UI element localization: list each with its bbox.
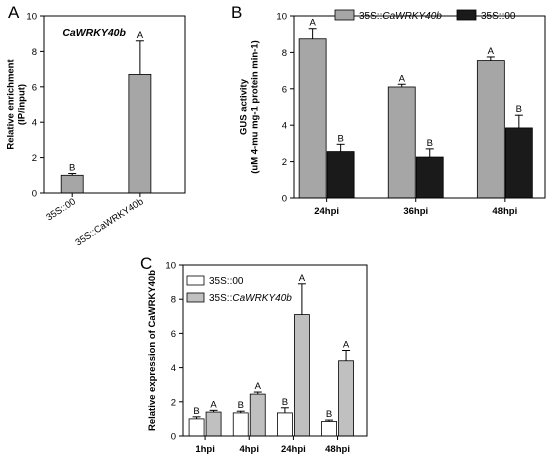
panel-letter: C	[140, 254, 152, 273]
bar	[298, 38, 327, 199]
panel-letter: A	[8, 3, 20, 22]
chart-panel-a: A CaWRKY40b 0 2 4 6 8 10 Relative enrichment(IP/…	[6, 3, 186, 248]
x-tick-label: 4hpi	[239, 444, 259, 455]
significance-letter: B	[337, 133, 343, 144]
legend-label-prefix: 35S::00	[209, 276, 244, 287]
y-tick-label: 6	[32, 82, 37, 93]
bar	[338, 360, 354, 437]
panel-letter: B	[231, 3, 242, 22]
x-tick-label: 24hpi	[314, 206, 339, 217]
bar	[249, 393, 266, 437]
chart-title: CaWRKY40b	[62, 27, 126, 39]
legend-label-prefix: 35S::	[359, 11, 382, 22]
legend-label-prefix: 35S::	[209, 293, 232, 304]
y-axis-label-line: GUS activity	[239, 78, 250, 135]
y-tick-label: 8	[32, 47, 37, 58]
bar	[504, 127, 533, 199]
bar	[387, 86, 416, 199]
legend-label-gene: CaWRKY40b	[382, 11, 442, 22]
y-tick-label: 10	[276, 12, 287, 23]
bar	[232, 412, 249, 437]
x-tick-label: 36hpi	[403, 206, 428, 217]
significance-letter: B	[516, 104, 522, 115]
y-tick-label: 8	[282, 48, 287, 59]
bar	[326, 151, 355, 199]
legend-label-prefix: 35S::00	[481, 11, 516, 22]
significance-letter: A	[210, 399, 217, 410]
y-tick-label: 4	[282, 121, 287, 132]
y-tick-label: 2	[282, 157, 287, 168]
significance-letter: B	[238, 400, 244, 411]
y-tick-label: 6	[282, 84, 287, 95]
bar	[188, 418, 205, 437]
significance-letter: A	[399, 73, 406, 84]
bar	[415, 156, 444, 199]
legend-label: 35S::CaWRKY40b	[359, 11, 442, 22]
x-tick-label: 24hpi	[281, 444, 306, 455]
y-tick-label: 0	[32, 189, 37, 200]
y-tick-label: 6	[171, 329, 176, 340]
y-axis-label-line: Relative enrichment	[6, 59, 17, 150]
legend-label: 35S::00	[209, 276, 244, 287]
y-tick-label: 8	[171, 295, 176, 306]
y-axis-label: GUS activity(uM 4-mu mg-1 protein min-1)	[239, 40, 261, 174]
significance-letter: B	[69, 163, 75, 174]
y-axis-label-line: (IP/input)	[17, 84, 28, 125]
y-tick-label: 10	[165, 261, 176, 272]
x-tick-label: 48hpi	[325, 444, 350, 455]
x-tick-label: 35S::CaWRKY40b	[74, 196, 146, 248]
axes-frame	[182, 264, 368, 437]
significance-letter: A	[309, 18, 316, 29]
x-tick-label: 48hpi	[492, 206, 517, 217]
significance-letter: B	[427, 138, 433, 149]
significance-letter: A	[255, 381, 262, 392]
y-tick-label: 4	[171, 363, 176, 374]
bar	[128, 74, 152, 194]
bar	[321, 421, 337, 437]
significance-letter: A	[343, 340, 350, 351]
y-tick-label: 10	[26, 12, 37, 23]
y-tick-label: 2	[32, 153, 37, 164]
legend-label-gene: CaWRKY40b	[232, 293, 292, 304]
chart-panel-b: B 0 2 4 6 8 10 GUS activity(uM 4-mu mg-1 protei…	[231, 3, 546, 217]
bar	[293, 314, 310, 437]
y-tick-label: 0	[171, 432, 176, 443]
legend-label: 35S::CaWRKY40b	[209, 293, 292, 304]
bar	[60, 174, 84, 194]
significance-letter: A	[137, 30, 144, 41]
significance-letter: A	[488, 46, 495, 57]
y-tick-label: 2	[171, 397, 176, 408]
significance-letter: A	[299, 273, 306, 284]
y-axis-label: Relative expression of CaWRKY40b	[147, 270, 158, 431]
significance-letter: B	[326, 409, 332, 420]
axes-frame	[293, 15, 546, 199]
legend-label: 35S::00	[481, 11, 516, 22]
y-axis-label-line: (uM 4-mu mg-1 protein min-1)	[250, 40, 261, 174]
significance-letter: B	[282, 397, 288, 408]
legend-swatch	[186, 292, 205, 303]
bar	[276, 412, 293, 437]
legend-swatch	[186, 275, 205, 286]
y-axis-label: Relative enrichment(IP/input)	[6, 59, 28, 150]
axes-frame	[43, 15, 186, 194]
bar	[476, 60, 505, 199]
x-tick-label: 35S::00	[44, 196, 77, 223]
y-tick-label: 4	[32, 118, 37, 129]
x-tick-label: 1hpi	[195, 444, 215, 455]
legend-swatch	[334, 9, 355, 21]
bar	[205, 411, 222, 437]
y-tick-label: 0	[282, 194, 287, 205]
legend-swatch	[456, 9, 477, 21]
chart-panel-c: C 0 2 4 6 8 10 Relative expression of CaWRKY40b…	[140, 254, 368, 455]
significance-letter: B	[193, 406, 199, 417]
